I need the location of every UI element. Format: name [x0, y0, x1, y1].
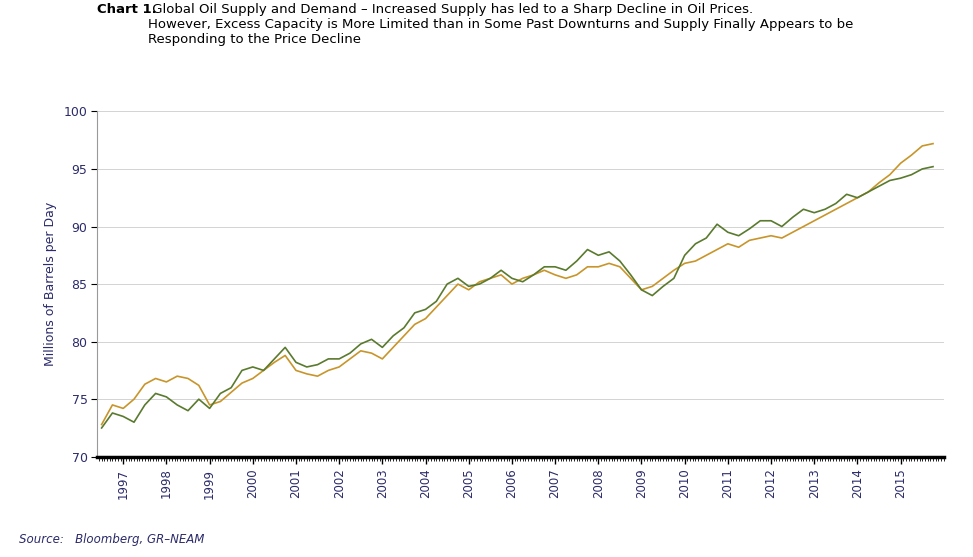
Y-axis label: Millions of Barrels per Day: Millions of Barrels per Day: [44, 202, 56, 366]
Text: Global Oil Supply and Demand – Increased Supply has led to a Sharp Decline in Oi: Global Oil Supply and Demand – Increased…: [148, 3, 853, 46]
Text: Source:   Bloomberg, GR–NEAM: Source: Bloomberg, GR–NEAM: [19, 533, 205, 546]
Text: Chart 1.: Chart 1.: [97, 3, 157, 16]
